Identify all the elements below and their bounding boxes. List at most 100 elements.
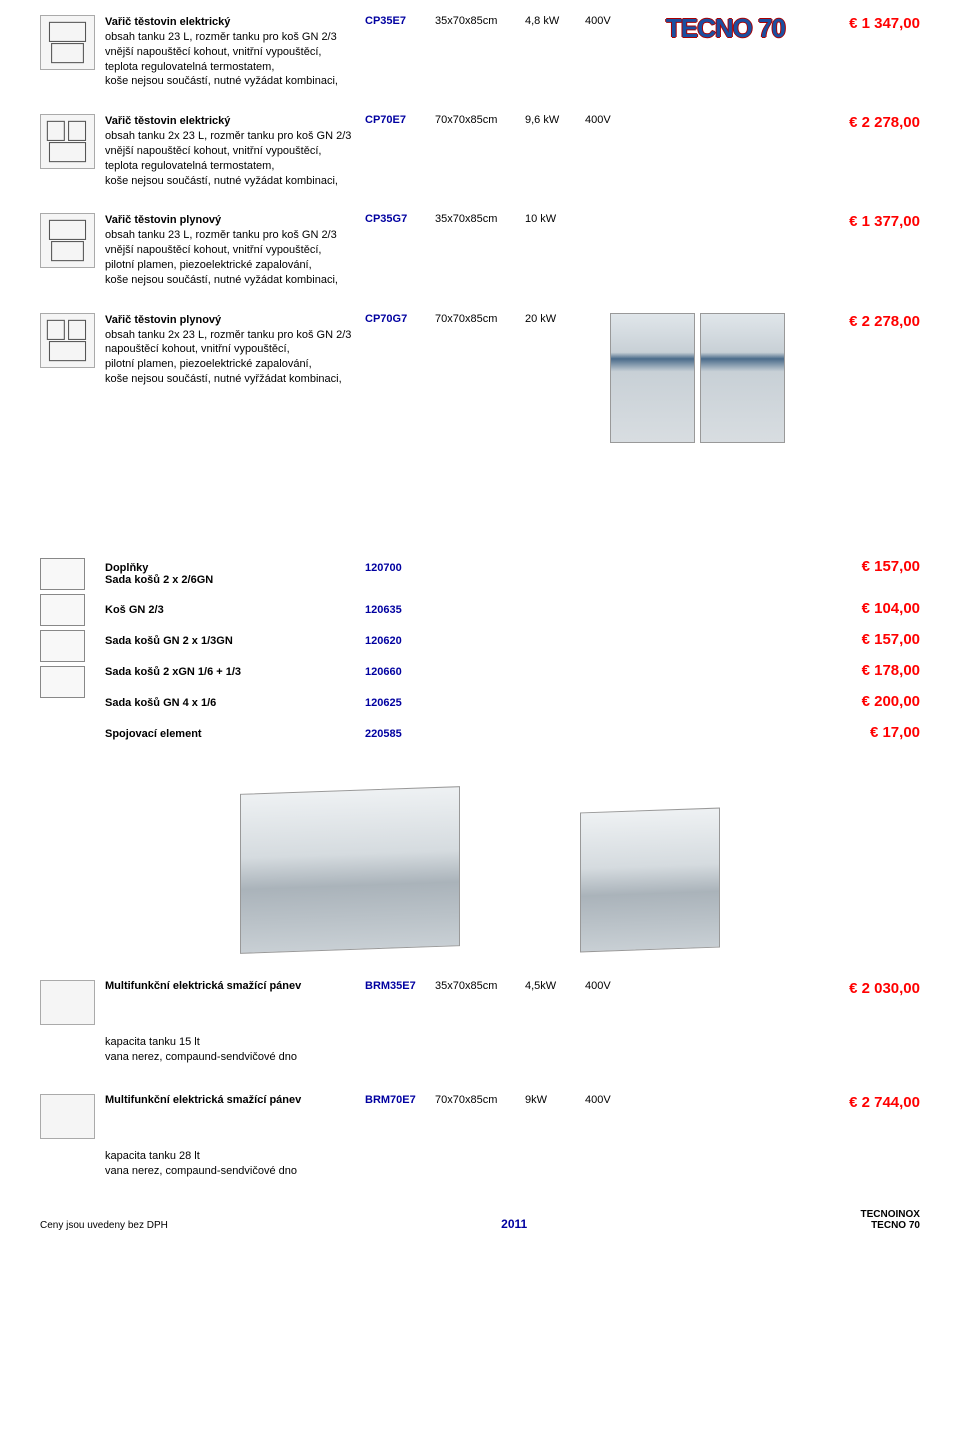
pan-power: 9kW — [525, 1094, 585, 1106]
product-code: CP70E7 — [365, 114, 435, 126]
product-price: € 2 278,00 — [810, 313, 920, 330]
basket-icon — [40, 558, 85, 590]
pan-specs: BRM35E7 35x70x85cm 4,5kW 400V — [365, 980, 810, 992]
product-description: Vařič těstovin elektrický obsah tanku 23… — [105, 15, 365, 89]
accessory-price: € 17,00 — [810, 724, 920, 741]
pan-thumb — [40, 980, 95, 1025]
product-line: teplota regulovatelná termostatem, — [105, 60, 365, 75]
footer-year: 2011 — [501, 1217, 527, 1231]
pan-price: € 2 030,00 — [810, 980, 920, 997]
accessory-row: Sada košů GN 2 x 1/3GN 120620 € 157,00 — [105, 631, 920, 648]
pan-price: € 2 744,00 — [810, 1094, 920, 1111]
product-row: Vařič těstovin plynový obsah tanku 2x 23… — [40, 313, 920, 443]
pan-code: BRM35E7 — [365, 980, 435, 992]
product-dim: 70x70x85cm — [435, 313, 525, 325]
accessory-row: Sada košů 2 xGN 1/6 + 1/3 120660 € 178,0… — [105, 662, 920, 679]
equipment-photo — [700, 313, 785, 443]
product-row: Vařič těstovin elektrický obsah tanku 23… — [40, 15, 920, 89]
pan-title: Multifunkční elektrická smažící pánev — [105, 980, 365, 992]
accessory-row: Koš GN 2/3 120635 € 104,00 — [105, 600, 920, 617]
product-row: Vařič těstovin plynový obsah tanku 23 L,… — [40, 213, 920, 287]
product-line: pilotní plamen, piezoelektrické zapalová… — [105, 258, 365, 273]
pan-thumb — [40, 1094, 95, 1139]
product-power: 20 kW — [525, 313, 585, 325]
basket-icon — [40, 666, 85, 698]
product-volt: 400V — [585, 114, 635, 126]
product-power: 9,6 kW — [525, 114, 585, 126]
product-line: napouštěcí kohout, vnitřní vypouštěcí, — [105, 342, 365, 357]
pan-sub-desc: kapacita tanku 28 lt vana nerez, compaun… — [105, 1149, 920, 1179]
pan-material: vana nerez, compaund-sendvičové dno — [105, 1164, 920, 1179]
page-footer: Ceny jsou uvedeny bez DPH 2011 TECNOINOX… — [40, 1209, 920, 1231]
pan-dim: 35x70x85cm — [435, 980, 525, 992]
product-title: Vařič těstovin elektrický — [105, 15, 365, 30]
product-description: Vařič těstovin plynový obsah tanku 2x 23… — [105, 313, 365, 387]
product-line: vnější napouštěcí kohout, vnitřní vypouš… — [105, 144, 365, 159]
product-description: Vařič těstovin plynový obsah tanku 23 L,… — [105, 213, 365, 287]
accessories-header: Doplňky — [105, 562, 148, 574]
basket-icon — [40, 594, 85, 626]
product-volt: 400V — [585, 15, 635, 27]
product-line: koše nejsou součástí, nutné vyřžádat kom… — [105, 372, 365, 387]
product-thumb — [40, 114, 95, 169]
accessory-price: € 157,00 — [810, 558, 920, 575]
accessory-price: € 157,00 — [810, 631, 920, 648]
product-dim: 35x70x85cm — [435, 15, 525, 27]
product-code: CP35E7 — [365, 15, 435, 27]
equipment-photo-large — [240, 786, 460, 954]
accessory-code: 120660 — [365, 666, 445, 678]
product-description: Vařič těstovin elektrický obsah tanku 2x… — [105, 114, 365, 188]
pan-volt: 400V — [585, 980, 635, 992]
pan-capacity: kapacita tanku 28 lt — [105, 1149, 920, 1164]
product-title: Vařič těstovin elektrický — [105, 114, 365, 129]
product-title: Vařič těstovin plynový — [105, 213, 365, 228]
pan-volt: 400V — [585, 1094, 635, 1106]
pan-capacity: kapacita tanku 15 lt — [105, 1035, 920, 1050]
footer-note: Ceny jsou uvedeny bez DPH — [40, 1220, 168, 1231]
product-line: teplota regulovatelná termostatem, — [105, 159, 365, 174]
pan-power: 4,5kW — [525, 980, 585, 992]
product-code: CP35G7 — [365, 213, 435, 225]
product-price: € 2 278,00 — [810, 114, 920, 131]
accessory-thumbs — [40, 558, 95, 702]
product-volt — [585, 213, 635, 225]
product-specs: CP35G7 35x70x85cm 10 kW — [365, 213, 810, 225]
product-power: 4,8 kW — [525, 15, 585, 27]
product-line: koše nejsou součástí, nutné vyžádat komb… — [105, 74, 365, 89]
product-line: vnější napouštěcí kohout, vnitřní vypouš… — [105, 243, 365, 258]
product-power: 10 kW — [525, 213, 585, 225]
accessory-price: € 104,00 — [810, 600, 920, 617]
product-line: koše nejsou součástí, nutné vyžádat komb… — [105, 174, 365, 189]
product-price: € 1 377,00 — [810, 213, 920, 230]
product-dim: 70x70x85cm — [435, 114, 525, 126]
product-thumb — [40, 313, 95, 368]
product-thumb — [40, 15, 95, 70]
product-specs: CP70G7 70x70x85cm 20 kW — [365, 313, 810, 443]
accessory-code: 120700 — [365, 562, 445, 574]
product-thumb — [40, 213, 95, 268]
footer-brand: TECNOINOX TECNO 70 — [861, 1209, 920, 1231]
product-line: pilotní plamen, piezoelektrické zapalová… — [105, 357, 365, 372]
product-row: Vařič těstovin elektrický obsah tanku 2x… — [40, 114, 920, 188]
pan-row: Multifunkční elektrická smažící pánev BR… — [40, 980, 920, 1025]
product-line: koše nejsou součástí, nutné vyžádat komb… — [105, 273, 365, 288]
product-line: obsah tanku 23 L, rozměr tanku pro koš G… — [105, 228, 365, 243]
basket-icon — [40, 630, 85, 662]
accessory-price: € 178,00 — [810, 662, 920, 679]
accessory-name: Spojovací element — [105, 728, 365, 740]
accessory-code: 220585 — [365, 728, 445, 740]
accessory-name: Sada košů 2 xGN 1/6 + 1/3 — [105, 666, 365, 678]
pan-title: Multifunkční elektrická smažící pánev — [105, 1094, 365, 1106]
product-line: vnější napouštěcí kohout, vnitřní vypouš… — [105, 45, 365, 60]
product-title: Vařič těstovin plynový — [105, 313, 365, 328]
accessory-code: 120635 — [365, 604, 445, 616]
accessory-code: 120620 — [365, 635, 445, 647]
brand-logo: TECNO 70 — [666, 13, 785, 44]
accessory-row: Spojovací element 220585 € 17,00 — [105, 724, 920, 741]
accessories-section: Doplňky Sada košů 2 x 2/6GN 120700 € 157… — [40, 558, 920, 755]
equipment-gallery — [40, 790, 920, 950]
accessory-name: Sada košů GN 4 x 1/6 — [105, 697, 365, 709]
pan-material: vana nerez, compaund-sendvičové dno — [105, 1050, 920, 1065]
product-specs: CP70E7 70x70x85cm 9,6 kW 400V — [365, 114, 810, 126]
product-line: obsah tanku 23 L, rozměr tanku pro koš G… — [105, 30, 365, 45]
